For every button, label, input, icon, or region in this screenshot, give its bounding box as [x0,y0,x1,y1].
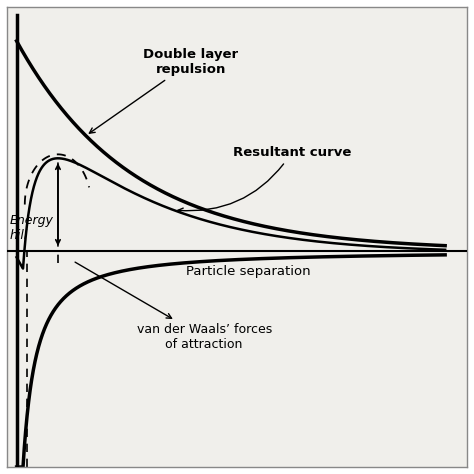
Text: Energy
hill: Energy hill [10,214,54,242]
Text: Double layer
repulsion: Double layer repulsion [90,48,238,133]
Text: Resultant curve: Resultant curve [178,146,351,213]
Text: van der Waals’ forces
of attraction: van der Waals’ forces of attraction [75,262,272,351]
Text: Particle separation: Particle separation [186,264,310,278]
